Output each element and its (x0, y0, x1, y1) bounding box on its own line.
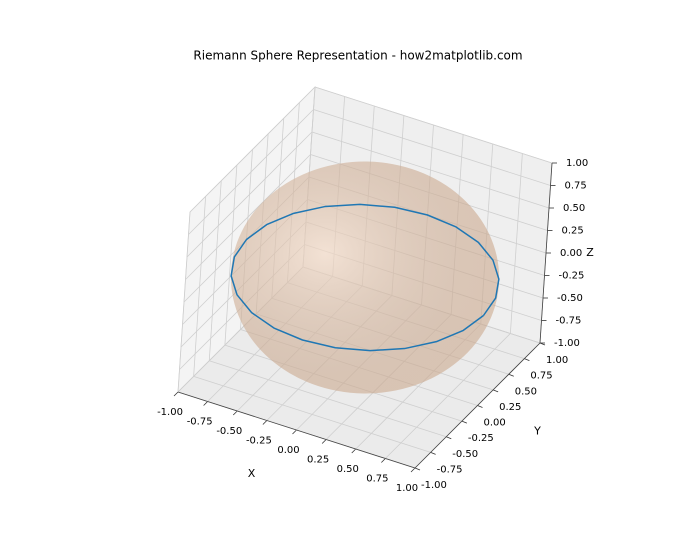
y-tick (524, 358, 530, 361)
grid-line (311, 131, 550, 209)
z-tick-label: -0.25 (559, 271, 585, 282)
z-tick-label: 0.50 (563, 203, 585, 214)
z-tick-label: 0.00 (560, 248, 582, 259)
y-tick (477, 405, 483, 408)
y-tick (446, 436, 452, 440)
axis-line (539, 162, 553, 344)
x-tick-label: -0.50 (216, 426, 242, 437)
grid-line (186, 131, 313, 258)
y-tick-label: 1.00 (546, 355, 568, 366)
z-tick-label: 0.25 (562, 226, 584, 237)
y-tick-label: 0.25 (499, 402, 521, 413)
x-tick-label: 1.00 (396, 483, 418, 494)
y-tick-label: -0.25 (468, 433, 494, 444)
y-tick (414, 467, 421, 471)
grid-line (193, 375, 431, 453)
y-tick-label: 0.75 (530, 371, 552, 382)
x-tick-label: -0.25 (246, 436, 272, 447)
z-tick-label: 1.00 (566, 158, 588, 169)
z-tick-label: -0.75 (556, 316, 582, 327)
grid-line (314, 86, 553, 164)
x-tick (232, 410, 238, 416)
axis-line (414, 342, 541, 469)
x-tick-label: 0.00 (277, 445, 299, 456)
x-tick (410, 467, 416, 473)
y-tick-label: 0.50 (515, 386, 537, 397)
x-tick (351, 448, 357, 454)
z-tick-label: 0.75 (565, 181, 587, 192)
x-tick-label: -1.00 (157, 407, 183, 418)
y-tick (461, 420, 468, 424)
x-tick-label: 0.75 (366, 474, 388, 485)
sphere-shade (230, 161, 500, 394)
z-tick-label: -0.50 (557, 293, 583, 304)
grid-line (188, 109, 314, 235)
y-tick-label: -0.75 (437, 464, 463, 475)
x-tick (292, 429, 297, 435)
y-tick (508, 373, 514, 377)
equator-curve (230, 203, 500, 352)
y-tick (430, 452, 436, 455)
x-tick (381, 458, 386, 463)
y-tick-label: -0.50 (452, 449, 478, 460)
x-tick-label: 0.25 (307, 455, 329, 466)
y-tick-label: 0.00 (484, 418, 506, 429)
grid-line (185, 154, 311, 280)
y-axis-label: Y (533, 425, 541, 438)
z-tick-label: -1.00 (554, 338, 580, 349)
grid-line (313, 109, 551, 186)
axis-line (177, 391, 416, 469)
x-axis-label: X (248, 467, 256, 480)
grid-line (189, 86, 316, 213)
y-tick (492, 389, 499, 393)
x-tick (203, 401, 208, 406)
x-tick (262, 420, 268, 425)
x-tick-label: 0.50 (337, 464, 359, 475)
x-tick (321, 439, 327, 444)
chart-title: Riemann Sphere Representation - how2matp… (193, 49, 522, 63)
x-tick-label: -0.75 (187, 417, 213, 428)
y-tick-label: -1.00 (421, 480, 447, 491)
z-axis-label: Z (586, 246, 594, 259)
grid-line (209, 360, 447, 438)
x-tick (173, 391, 179, 397)
